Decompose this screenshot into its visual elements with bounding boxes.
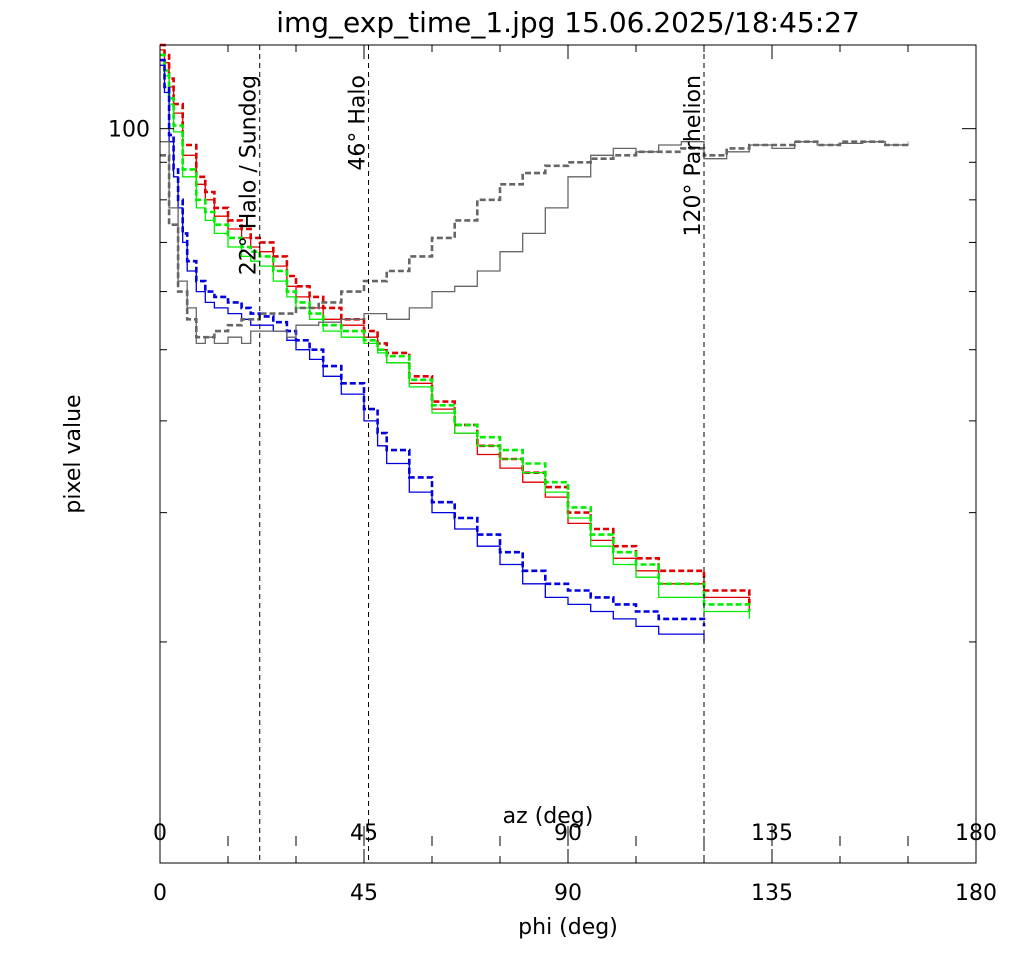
x-tick-label: 180	[955, 881, 997, 906]
plot-marks	[160, 43, 910, 642]
x-tick-label: 0	[153, 881, 167, 906]
annotation-label-1: 46° Halo	[346, 75, 371, 171]
x-tick-label: 135	[751, 881, 793, 906]
plot-frame	[159, 44, 977, 864]
series-line-blue-dashed	[160, 58, 706, 627]
y-tick-label: 100	[108, 118, 150, 143]
chart-title: img_exp_time_1.jpg 15.06.2025/18:45:27	[276, 6, 860, 39]
x-tick-label: 90	[554, 881, 582, 906]
series-line-green-dashed	[160, 53, 751, 612]
annotations: 22° Halo / Sundog 46° Halo 120° Parhelion	[237, 45, 706, 863]
annotation-label-2: 120° Parhelion	[681, 75, 706, 237]
y-axis-label: pixel value	[61, 394, 86, 513]
secondary-axis-label: az (deg)	[503, 804, 594, 829]
x-axis-label: phi (deg)	[518, 915, 618, 940]
series-line-gray-dashed	[160, 140, 910, 339]
x-tick-label: 45	[350, 881, 378, 906]
series-line-blue-solid	[160, 64, 705, 642]
annotation-label-0: 22° Halo / Sundog	[237, 75, 262, 275]
